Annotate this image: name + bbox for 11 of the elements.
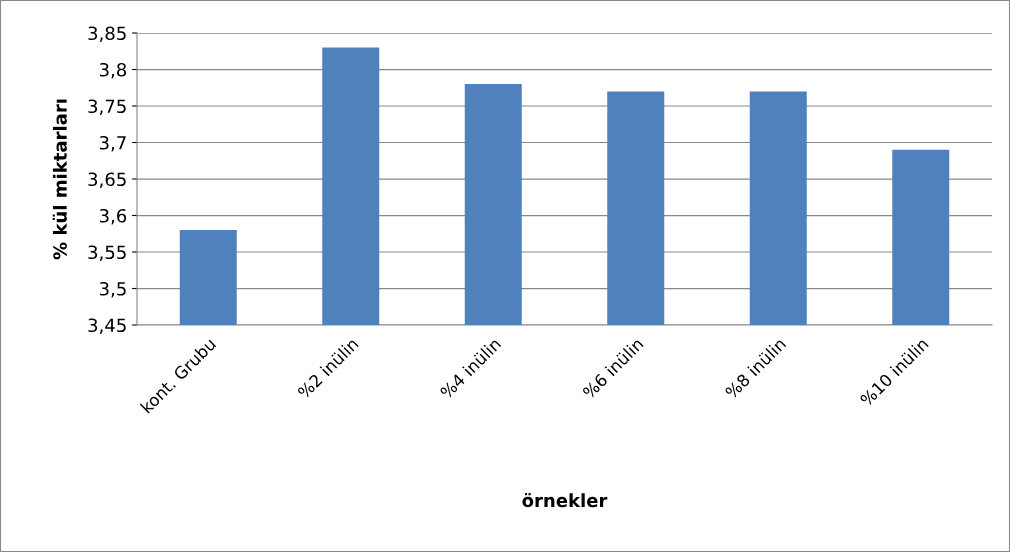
y-tick-label: 3,55: [88, 245, 126, 261]
y-tick-label: 3,65: [88, 172, 126, 188]
y-tick-label: 3,85: [88, 26, 126, 42]
x-axis-title: örnekler: [522, 493, 608, 508]
y-tick-label: 3,45: [88, 318, 126, 334]
y-axis-title: % kül miktarları: [52, 99, 67, 260]
y-tick-label: 3,75: [88, 99, 126, 115]
y-tick-label: 3,6: [99, 208, 127, 225]
y-tick-label: 3,8: [99, 62, 127, 79]
y-tick-label: 3,7: [99, 135, 126, 152]
y-tick-label: 3,5: [99, 281, 126, 298]
